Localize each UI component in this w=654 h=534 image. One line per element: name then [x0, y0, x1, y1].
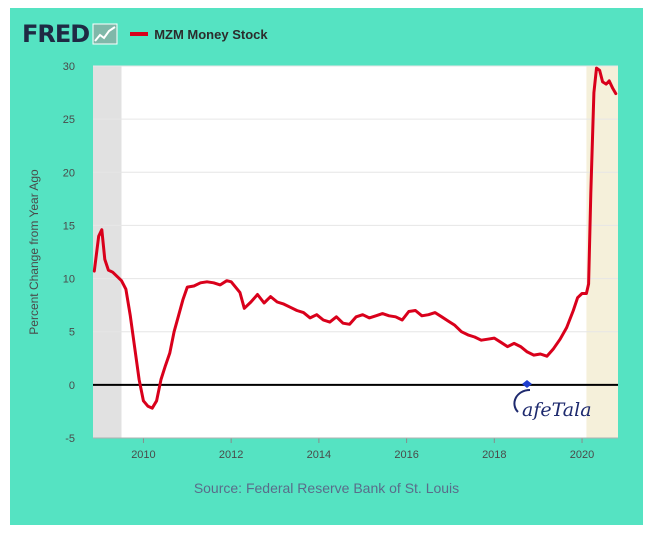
- legend-swatch: [130, 32, 149, 36]
- y-axis-label: Percent Change from Year Ago: [27, 169, 41, 335]
- x-tick-label: 2014: [307, 449, 331, 461]
- x-tick-label: 2010: [131, 449, 155, 461]
- source-note: Source: Federal Reserve Bank of St. Loui…: [193, 480, 460, 496]
- fred-logo[interactable]: FRED: [22, 20, 90, 48]
- y-tick-label: 25: [63, 114, 75, 126]
- svg-text:afeTala: afeTala: [522, 399, 592, 421]
- y-tick-label: 10: [63, 274, 75, 286]
- legend[interactable]: MZM Money Stock: [130, 26, 268, 42]
- y-tick-label: 15: [63, 220, 75, 232]
- legend-label: MZM Money Stock: [154, 26, 268, 42]
- series-line: [92, 66, 618, 410]
- y-tick-label: 20: [63, 167, 75, 179]
- x-tick-label: 2020: [570, 449, 594, 461]
- y-tick-label: -5: [65, 433, 75, 445]
- y-tick-label: 0: [69, 380, 75, 392]
- chart-header: FRED MZM Money Stock: [22, 19, 268, 49]
- y-tick-label: 30: [63, 61, 75, 73]
- y-tick-label: 5: [69, 327, 75, 339]
- x-tick-label: 2018: [482, 449, 506, 461]
- x-tick-label: 2016: [394, 449, 418, 461]
- plot-area: [93, 66, 618, 438]
- watermark-logo: afeTala: [513, 380, 592, 421]
- graph-icon: [92, 23, 118, 45]
- x-tick-label: 2012: [219, 449, 243, 461]
